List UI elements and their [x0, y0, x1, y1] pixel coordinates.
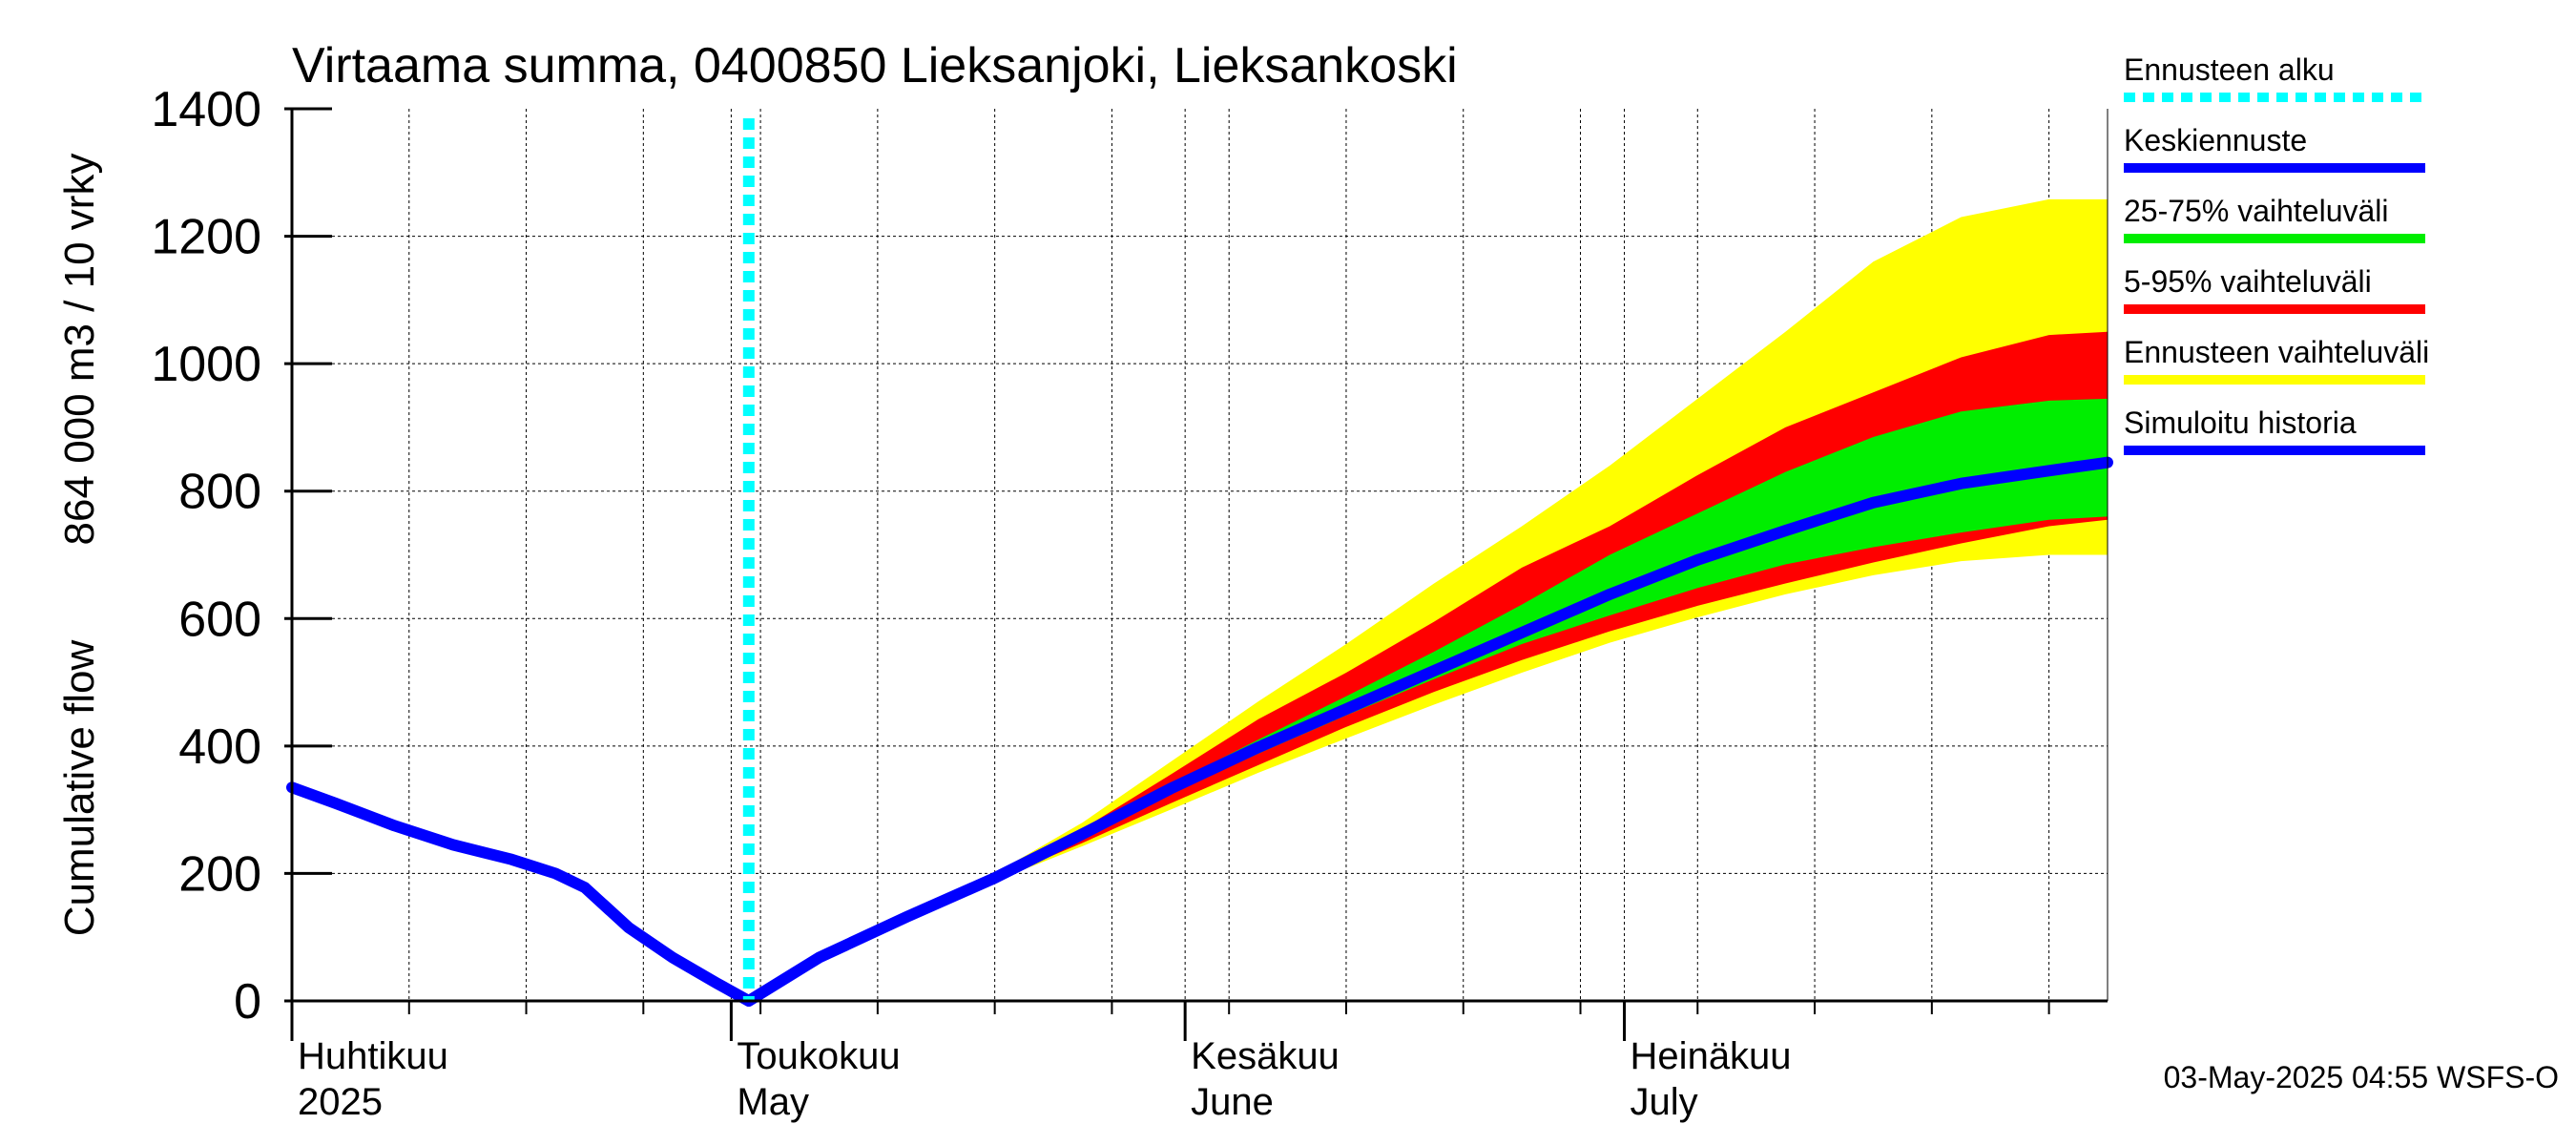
month-label-fi: Toukokuu	[737, 1035, 900, 1077]
forecast-range-band	[748, 198, 2108, 1002]
month-label-fi: Huhtikuu	[298, 1035, 448, 1077]
legend: Ennusteen alku Keskiennuste 25-75% vaihtel…	[2124, 52, 2429, 455]
y-axis-label: Cumulative flow 864 000 m3 / 10 vrky	[56, 154, 103, 937]
y-tick-label: 1400	[151, 82, 261, 137]
legend-label: 5-95% vaihteluväli	[2124, 264, 2372, 299]
y-tick-label: 200	[178, 846, 261, 902]
month-label-fi: Heinäkuu	[1631, 1035, 1792, 1077]
series-lines	[286, 118, 2113, 1007]
range-25-75-band	[748, 398, 2108, 1001]
y-tick-label: 400	[178, 719, 261, 775]
legend-label: Keskiennuste	[2124, 123, 2307, 157]
y-axis-label-line1: Cumulative flow	[56, 640, 103, 937]
y-tick-label: 800	[178, 465, 261, 520]
median-forecast-line	[742, 456, 2113, 1007]
y-tick-label: 1200	[151, 210, 261, 265]
y-tick-label: 600	[178, 592, 261, 647]
month-label-en: June	[1191, 1081, 1274, 1123]
chart-title: Virtaama summa, 0400850 Lieksanjoki, Lie…	[292, 38, 1458, 94]
legend-label: Ennusteen alku	[2124, 52, 2335, 87]
legend-label: Simuloitu historia	[2124, 406, 2357, 440]
month-label-fi: Kesäkuu	[1191, 1035, 1340, 1077]
history-line	[286, 781, 755, 1007]
y-axis-label-line2: 864 000 m3 / 10 vrky	[56, 154, 103, 546]
legend-label: 25-75% vaihteluväli	[2124, 194, 2389, 228]
legend-label: Ennusteen vaihteluväli	[2124, 335, 2429, 369]
month-label-en: 2025	[298, 1081, 383, 1123]
month-label-en: May	[737, 1081, 809, 1123]
y-tick-label: 0	[234, 974, 261, 1030]
month-label-en: July	[1631, 1081, 1698, 1123]
footer-timestamp: 03-May-2025 04:55 WSFS-O	[2164, 1060, 2559, 1094]
y-tick-label: 1000	[151, 337, 261, 392]
